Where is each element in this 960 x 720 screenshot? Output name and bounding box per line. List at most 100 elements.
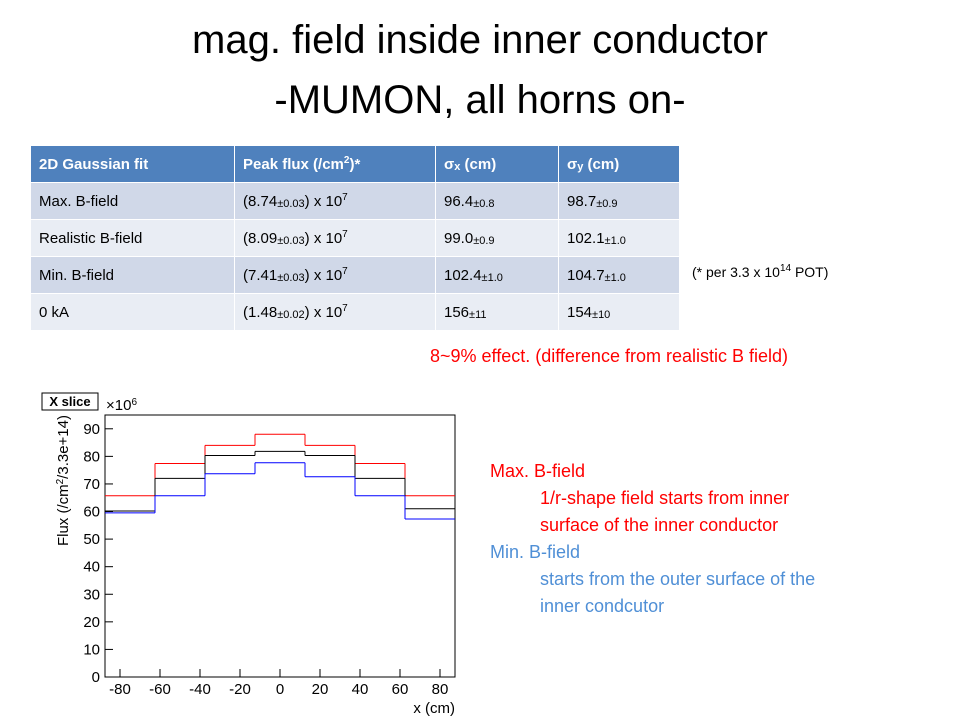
table-cell: 104.7±1.0 <box>558 256 680 294</box>
table-cell: (7.41±0.03) x 107 <box>234 256 436 294</box>
text: POT) <box>791 264 829 280</box>
text: 99.0 <box>444 229 474 247</box>
supscript: 2 <box>343 155 350 166</box>
supscript: 7 <box>342 266 348 277</box>
x-tick-label: 80 <box>432 681 449 698</box>
text: Realistic B-field <box>39 229 143 247</box>
y-tick-label: 40 <box>83 559 100 576</box>
table-row: Min. B-field (7.41±0.03) x 107 102.4±1.0 10… <box>30 256 680 294</box>
text: ) x 10 <box>304 193 343 210</box>
supscript: 7 <box>342 303 348 314</box>
text: (8.09 <box>243 230 278 247</box>
fit-table: 2D Gaussian fit Peak flux (/cm2)* σx (cm) σ… <box>30 145 680 331</box>
table-row: 0 kA (1.48±0.02) x 107 156±11 154±10 <box>30 293 680 331</box>
header-cell: Peak flux (/cm2)* <box>234 145 436 183</box>
text: 96.4 <box>444 192 474 210</box>
annotation: Max. B-field 1/r-shape field starts from … <box>490 458 789 539</box>
x-tick-label: 20 <box>312 681 329 698</box>
x-tick-label: 60 <box>392 681 409 698</box>
subscript: ±1.0 <box>604 234 626 247</box>
table-cell: Min. B-field <box>30 256 235 294</box>
y-tick-label: 50 <box>83 531 100 548</box>
text: 2D Gaussian fit <box>39 155 149 173</box>
table-cell: 154±10 <box>558 293 680 331</box>
subscript: y <box>577 160 584 173</box>
header-cell: σy (cm) <box>558 145 680 183</box>
subscript: ±0.03 <box>277 235 305 247</box>
text: 0 kA <box>39 303 70 321</box>
subscript: ±11 <box>469 308 487 321</box>
text: 154 <box>567 303 593 321</box>
text: Flux (/cm <box>55 484 72 546</box>
table-cell: 99.0±0.9 <box>435 219 559 257</box>
table-row: Realistic B-field (8.09±0.03) x 107 99.0±0… <box>30 219 680 257</box>
y-tick-label: 90 <box>83 421 100 438</box>
text: (7.41 <box>243 267 278 284</box>
effect-text: 8~9% effect. (difference from realistic … <box>430 346 788 366</box>
y-tick-label: 60 <box>83 504 100 521</box>
table-cell: (1.48±0.02) x 107 <box>234 293 436 331</box>
x-tick-label: -40 <box>189 681 211 698</box>
supscript: 7 <box>342 192 348 203</box>
supscript: 14 <box>779 263 792 274</box>
text: )* <box>349 156 361 173</box>
x-tick-label: 40 <box>352 681 369 698</box>
y-tick-label: 0 <box>92 669 100 686</box>
subscript: ±10 <box>592 308 611 321</box>
text: ) x 10 <box>304 304 343 321</box>
y-tick-label: 80 <box>83 448 100 465</box>
subscript: ±1.0 <box>481 271 503 284</box>
y-tick-label: 30 <box>83 586 100 603</box>
header-cell: 2D Gaussian fit <box>30 145 235 183</box>
subscript: ±0.9 <box>473 234 495 247</box>
subscript: ±0.03 <box>277 198 305 210</box>
y-tick-label: 20 <box>83 614 100 631</box>
subscript: ±0.8 <box>473 197 495 210</box>
x-tick-label: -20 <box>229 681 251 698</box>
text: 156 <box>444 303 470 321</box>
text: σ <box>444 155 455 173</box>
panel-label-box <box>41 392 99 411</box>
table-cell: (8.09±0.03) x 107 <box>234 219 436 257</box>
x-tick-label: -60 <box>149 681 171 698</box>
text: (cm) <box>583 155 620 173</box>
text: ) x 10 <box>304 230 343 247</box>
subscript: ±0.03 <box>277 272 305 284</box>
annotation-line: inner condcutor <box>540 596 665 616</box>
text: 102.4 <box>444 266 482 284</box>
table-cell: Realistic B-field <box>30 219 235 257</box>
text: ) x 10 <box>304 267 343 284</box>
header-cell: σx (cm) <box>435 145 559 183</box>
x-tick-label: -80 <box>109 681 131 698</box>
text: /3.3e+14) <box>55 415 72 479</box>
y-tick-label: 70 <box>83 476 100 493</box>
note: (* per 3.3 x 1014 POT) <box>692 263 828 280</box>
annotation-label: Max. B-field <box>490 461 586 481</box>
annotation-line: surface of the inner conductor <box>540 515 779 535</box>
annotation: Min. B-field starts from the outer surfac… <box>490 539 815 620</box>
supscript: 6 <box>131 397 137 408</box>
y-multiplier: ×106 <box>106 397 137 415</box>
text: 104.7 <box>567 266 605 284</box>
text: (* per 3.3 x 10 <box>692 264 780 280</box>
x-tick-label: 0 <box>276 681 284 698</box>
header-row: 2D Gaussian fit Peak flux (/cm2)* σx (cm) σ… <box>30 145 680 183</box>
text: 98.7 <box>567 192 597 210</box>
table-cell: 156±11 <box>435 293 559 331</box>
text: (1.48 <box>243 304 278 321</box>
x-axis-title: x (cm) <box>413 700 455 717</box>
supscript: 7 <box>342 229 348 240</box>
table-cell: 96.4±0.8 <box>435 182 559 220</box>
text: Max. B-field <box>39 192 119 210</box>
table-cell: Max. B-field <box>30 182 235 220</box>
table-cell: (8.74±0.03) x 107 <box>234 182 436 220</box>
annotation-line: 1/r-shape field starts from inner <box>540 488 790 508</box>
supscript: 2 <box>55 478 66 484</box>
table-row: Max. B-field (8.74±0.03) x 107 96.4±0.8 98.… <box>30 182 680 220</box>
annotation-label: Min. B-field <box>490 542 581 562</box>
title-line: mag. field inside inner conductor <box>192 18 768 62</box>
text: 102.1 <box>567 229 605 247</box>
annotation-line: starts from the outer surface of the <box>540 569 816 589</box>
